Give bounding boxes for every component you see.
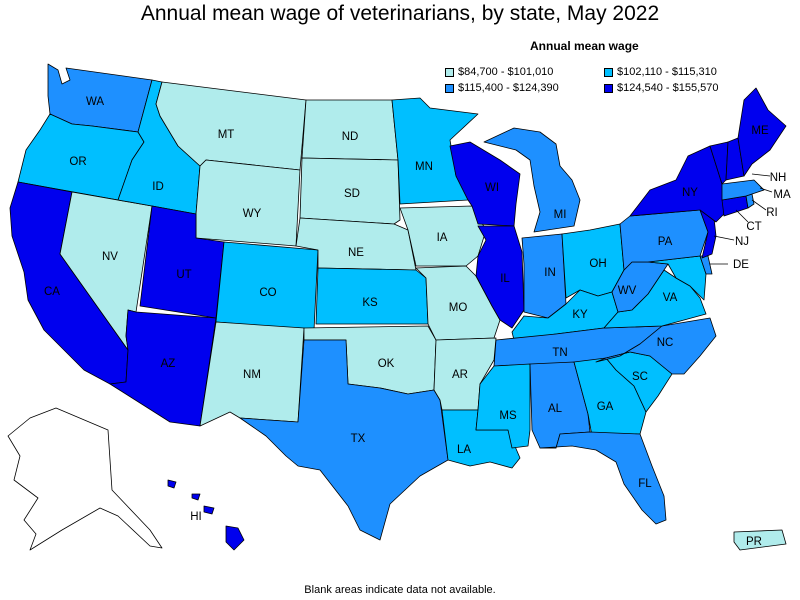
legend-swatch-tier1 bbox=[445, 67, 454, 77]
label-TX: TX bbox=[351, 433, 366, 445]
label-HI: HI bbox=[190, 511, 202, 523]
label-NC: NC bbox=[657, 337, 674, 349]
legend-swatch-tier3 bbox=[445, 83, 454, 93]
label-KY: KY bbox=[572, 309, 588, 321]
state-FL[interactable] bbox=[539, 431, 667, 525]
label-ME: ME bbox=[751, 125, 769, 137]
label-RI: RI bbox=[766, 207, 778, 219]
label-NH: NH bbox=[770, 172, 787, 184]
state-MA[interactable] bbox=[721, 179, 765, 201]
legend-label-tier3: $115,400 - $124,390 bbox=[458, 82, 559, 94]
ct-leader-line bbox=[735, 209, 749, 223]
legend-item-tier3: $115,400 - $124,390 bbox=[445, 82, 559, 94]
label-SD: SD bbox=[344, 188, 360, 200]
label-IA: IA bbox=[437, 232, 448, 244]
label-OR: OR bbox=[69, 156, 86, 168]
label-FL: FL bbox=[638, 478, 652, 490]
label-IN: IN bbox=[544, 267, 556, 279]
legend-item-tier4: $124,540 - $155,570 bbox=[604, 82, 719, 94]
label-AR: AR bbox=[452, 369, 468, 381]
state-MI[interactable] bbox=[483, 127, 581, 233]
label-VA: VA bbox=[663, 292, 678, 304]
label-LA: LA bbox=[457, 444, 471, 456]
map-title: Annual mean wage of veterinarians, by st… bbox=[140, 2, 660, 25]
state-NY[interactable] bbox=[629, 145, 725, 223]
state-PR[interactable] bbox=[733, 529, 787, 551]
nh-leader-line bbox=[751, 173, 771, 177]
ma-leader-line bbox=[759, 187, 773, 193]
label-AZ: AZ bbox=[161, 358, 176, 370]
label-NY: NY bbox=[682, 187, 698, 199]
state-TX[interactable] bbox=[239, 339, 449, 541]
label-GA: GA bbox=[597, 401, 614, 413]
state-SD[interactable] bbox=[299, 157, 401, 225]
ri-leader-line bbox=[751, 199, 767, 211]
legend-swatch-tier2 bbox=[604, 67, 613, 77]
label-PA: PA bbox=[658, 236, 673, 248]
label-OH: OH bbox=[589, 258, 606, 270]
label-DE: DE bbox=[733, 259, 749, 271]
label-SC: SC bbox=[632, 371, 648, 383]
state-MO[interactable] bbox=[415, 265, 501, 341]
label-NE: NE bbox=[348, 247, 364, 259]
state-ND[interactable] bbox=[301, 99, 399, 161]
label-WV: WV bbox=[618, 285, 637, 297]
state-KS[interactable] bbox=[315, 267, 429, 325]
legend-item-tier1: $84,700 - $101,010 bbox=[445, 66, 553, 78]
footnote: Blank areas indicate data not available. bbox=[304, 584, 496, 596]
label-WI: WI bbox=[485, 182, 499, 194]
state-MS[interactable] bbox=[475, 363, 531, 449]
legend-label-tier1: $84,700 - $101,010 bbox=[458, 66, 554, 78]
label-NV: NV bbox=[102, 251, 118, 263]
label-WY: WY bbox=[243, 208, 262, 220]
label-UT: UT bbox=[176, 269, 191, 281]
label-NM: NM bbox=[243, 369, 261, 381]
state-NC[interactable] bbox=[595, 317, 717, 375]
label-MA: MA bbox=[773, 189, 791, 201]
legend-label-tier2: $102,110 - $115,310 bbox=[617, 66, 717, 78]
legend-item-tier2: $102,110 - $115,310 bbox=[604, 66, 717, 78]
label-MO: MO bbox=[449, 302, 468, 314]
label-KS: KS bbox=[362, 297, 378, 309]
legend-label-tier4: $124,540 - $155,570 bbox=[617, 82, 719, 94]
state-CO[interactable] bbox=[215, 241, 319, 331]
label-ND: ND bbox=[342, 131, 359, 143]
label-MN: MN bbox=[415, 161, 433, 173]
label-CT: CT bbox=[746, 221, 761, 233]
state-WY[interactable] bbox=[195, 159, 301, 247]
label-TN: TN bbox=[552, 347, 567, 359]
state-ME[interactable] bbox=[737, 87, 787, 177]
label-CA: CA bbox=[44, 286, 60, 298]
label-MT: MT bbox=[218, 129, 235, 141]
label-IL: IL bbox=[500, 273, 510, 285]
state-AK[interactable] bbox=[7, 407, 163, 551]
state-HI[interactable] bbox=[167, 479, 245, 551]
label-MI: MI bbox=[554, 209, 567, 221]
legend-title: Annual mean wage bbox=[530, 39, 639, 53]
label-WA: WA bbox=[86, 96, 104, 108]
label-NJ: NJ bbox=[735, 236, 749, 248]
nj-leader-line bbox=[713, 235, 735, 241]
label-OK: OK bbox=[378, 358, 395, 370]
label-MS: MS bbox=[499, 410, 517, 422]
legend-swatch-tier4 bbox=[604, 83, 613, 93]
state-IL[interactable] bbox=[475, 225, 525, 329]
label-AL: AL bbox=[548, 403, 563, 415]
label-ID: ID bbox=[152, 181, 164, 193]
label-PR: PR bbox=[746, 536, 762, 548]
label-CO: CO bbox=[259, 287, 276, 299]
